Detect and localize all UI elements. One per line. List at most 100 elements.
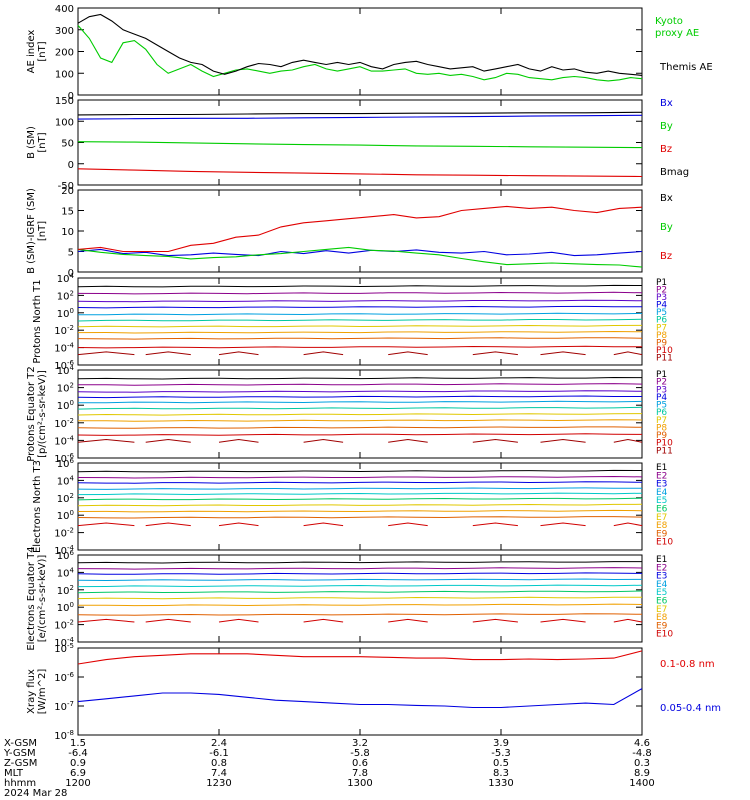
legend-e2: E2 [656, 563, 667, 573]
series-line-p2 [77, 383, 643, 386]
series-line-e4 [77, 487, 642, 490]
y-tick-label: 10-2 [54, 417, 74, 430]
ephemeris-row-label: Y-GSM [3, 748, 36, 759]
y-axis-label: Protons North T1 [32, 279, 43, 363]
series-line-p1 [77, 284, 643, 288]
y-tick-label: 15 [61, 207, 74, 218]
y-tick-label: 102 [57, 492, 74, 505]
y-axis-unit: [nT] [37, 132, 48, 152]
series-line-p10 [77, 433, 643, 436]
series-line-e5 [77, 584, 643, 588]
series-line-p6 [77, 406, 643, 410]
ephemeris-value: 0.3 [634, 758, 650, 769]
ephemeris-value: 1230 [206, 778, 231, 789]
y-tick-label: 10-6 [54, 671, 74, 684]
series-line-p6 [77, 318, 643, 322]
series-line-xray-red [77, 650, 643, 665]
y-tick-label: 50 [61, 139, 74, 150]
series-line-p11 [145, 438, 191, 443]
y-tick-label: 100 [55, 69, 74, 80]
series-line-e10 [472, 522, 518, 527]
legend-e9: E9 [656, 621, 668, 631]
y-tick-label: 10-4 [54, 636, 74, 649]
y-tick-label: 104 [57, 364, 75, 377]
legend-e1: E1 [656, 463, 667, 473]
ephemeris-value: 0.6 [352, 758, 368, 769]
series-line-e9 [77, 613, 643, 616]
legend-e8: E8 [656, 521, 668, 531]
y-tick-label: 102 [57, 289, 74, 302]
y-tick-label: 10-2 [54, 527, 74, 540]
series-line-p9 [77, 426, 643, 429]
y-tick-label: 10-5 [54, 642, 74, 655]
legend-p1: P1 [656, 370, 667, 380]
legend-p3: P3 [656, 385, 667, 395]
ephemeris-value: 8.3 [493, 768, 509, 779]
legend-p5: P5 [656, 401, 667, 411]
legend-bmag: Bmag [660, 167, 689, 178]
series-line-p3 [77, 390, 643, 393]
y-tick-label: 102 [57, 382, 74, 395]
legend-e5: E5 [656, 588, 667, 598]
series-line-p11 [388, 351, 428, 356]
ephemeris-row-label: X-GSM [4, 738, 37, 749]
y-tick-label: 100 [57, 509, 74, 522]
panel-3 [77, 189, 643, 273]
legend-p6: P6 [656, 316, 667, 326]
y-tick-label: 104 [57, 272, 75, 285]
legend-bz: Bz [660, 144, 672, 155]
legend-p6: P6 [656, 408, 667, 418]
legend-p8: P8 [656, 331, 667, 341]
ephemeris-value: 3.9 [493, 738, 509, 749]
y-tick-label: 10-2 [54, 324, 74, 337]
legend-p4: P4 [656, 301, 667, 311]
y-tick-label: 20 [61, 186, 74, 197]
series-line-e10 [77, 618, 135, 623]
series-line-e5 [77, 492, 643, 496]
series-line-p4 [77, 395, 642, 399]
y-tick-label: 300 [55, 26, 74, 37]
legend-bz: Bz [660, 251, 672, 262]
ephemeris-value: 8.9 [634, 768, 650, 779]
ephemeris-value: -6.4 [68, 748, 88, 759]
series-line-bx [77, 114, 643, 120]
legend-xray-long: 0.1-0.8 nm [660, 659, 715, 670]
y-axis-label: AE index [26, 30, 37, 74]
series-line-e4 [77, 578, 643, 582]
series-line-e9 [77, 516, 643, 519]
y-tick-label: 100 [55, 117, 74, 128]
legend-p4: P4 [656, 393, 667, 403]
legend-e8: E8 [656, 613, 668, 623]
legend-p2: P2 [656, 286, 667, 296]
y-axis-unit: [W/m^2] [37, 669, 48, 715]
y-tick-label: 10-6 [54, 359, 74, 372]
y-axis-unit: [nT] [37, 221, 48, 241]
y-axis-label: B (SM)-IGRF (SM) [26, 188, 37, 274]
legend-p3: P3 [656, 293, 667, 303]
y-axis-label: Protons Equator T2 [26, 366, 37, 462]
ephemeris-row-label: Z-GSM [4, 758, 37, 769]
ephemeris-value: 1300 [347, 778, 372, 789]
legend-e6: E6 [656, 597, 668, 607]
legend-e10: E10 [656, 630, 673, 640]
legend-e7: E7 [656, 513, 667, 523]
panel-2 [77, 99, 643, 186]
legend-p7: P7 [656, 416, 667, 426]
series-line-e10 [145, 618, 191, 623]
legend-p9: P9 [656, 431, 667, 441]
series-line-e2 [77, 567, 643, 570]
panel-frame [77, 277, 643, 366]
y-axis-unit: [e/(cm²-s-sr-keV)] [37, 555, 48, 643]
series-line-e2 [77, 475, 643, 479]
legend-themis: Themis AE [659, 62, 713, 73]
y-tick-label: 104 [57, 566, 75, 579]
series-line-e10 [613, 618, 643, 623]
series-line-e8 [77, 509, 643, 513]
y-tick-label: 100 [57, 307, 74, 320]
series-line-e10 [77, 522, 135, 527]
ephemeris-row-label: hhmm [4, 778, 36, 789]
series-line-p3 [77, 299, 643, 303]
legend-e7: E7 [656, 605, 667, 615]
ephemeris-value: 1.5 [70, 738, 86, 749]
